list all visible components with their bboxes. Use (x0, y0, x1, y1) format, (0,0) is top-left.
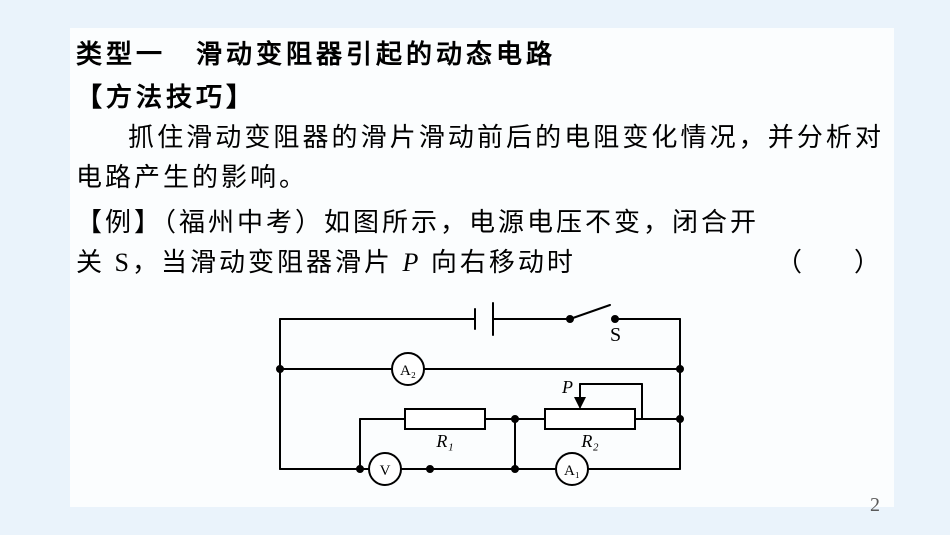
label-R1: R₁ (435, 431, 453, 451)
label-S: S (610, 324, 621, 346)
example-text-line2: 关 S，当滑动变阻器滑片 P 向右移动时 （ ） (76, 243, 884, 283)
example-text-line1: 【例】（福州中考）如图所示，电源电压不变，闭合开 (76, 203, 884, 243)
page-number: 2 (870, 494, 880, 517)
label-A1: A₁ (564, 463, 580, 479)
example-line2-b: 向右移动时 (421, 248, 576, 277)
section-title: 类型一 滑动变阻器引起的动态电路 (76, 34, 884, 71)
label-P: P (561, 377, 573, 397)
answer-blank-paren: （ ） (776, 243, 880, 283)
slider-P-italic: P (402, 248, 421, 277)
method-heading: 【方法技巧】 (76, 77, 884, 114)
example-line2-a: 关 S，当滑动变阻器滑片 (76, 248, 402, 277)
circuit-diagram: S A₂ R₁ (250, 289, 710, 489)
label-A2: A₂ (400, 363, 416, 379)
label-R2: R₂ (580, 431, 598, 451)
method-body: 抓住滑动变阻器的滑片滑动前后的电阻变化情况，并分析对电路产生的影响。 (76, 118, 884, 199)
label-V: V (380, 463, 391, 479)
